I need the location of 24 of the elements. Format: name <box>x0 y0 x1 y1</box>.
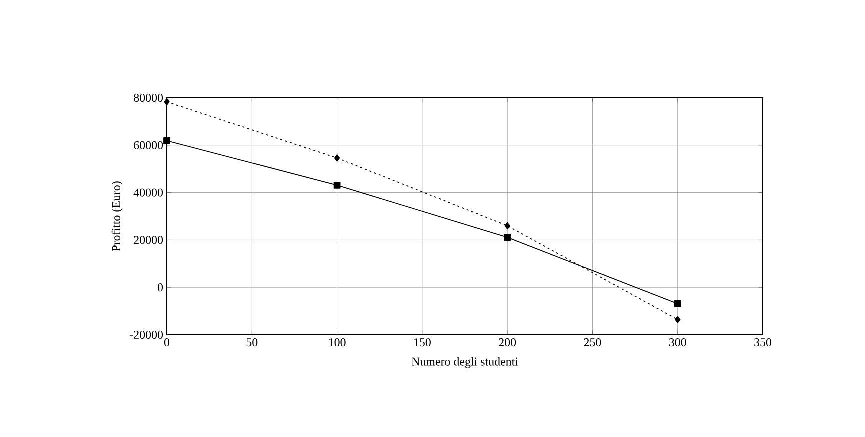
y-tick-label: 80000 <box>134 94 164 102</box>
point <box>675 316 681 324</box>
y-tick-label: 20000 <box>134 236 164 244</box>
x-tick-label: 100 <box>329 338 346 347</box>
point <box>164 98 170 106</box>
y-tick-label: -20000 <box>130 330 164 340</box>
x-tick-label: 250 <box>584 338 602 347</box>
point <box>334 154 340 162</box>
x-tick-label: 150 <box>414 338 431 347</box>
y-tick-label: 0 <box>158 284 164 292</box>
point <box>674 300 682 308</box>
x-tick-label: 50 <box>246 338 258 347</box>
y-axis-title: Profitto (Euro) <box>112 182 123 252</box>
x-tick-label: 350 <box>754 338 772 347</box>
y-tick-label: 60000 <box>134 141 164 150</box>
x-tick-label: 0 <box>164 338 170 347</box>
x-tick-label: 300 <box>669 338 686 347</box>
point <box>504 222 510 230</box>
y-tick-label: 40000 <box>134 188 164 197</box>
x-axis-title: Numero degli studenti <box>412 357 518 368</box>
x-tick-label: 200 <box>499 338 516 347</box>
point <box>504 234 512 242</box>
point <box>164 137 170 144</box>
point <box>334 182 341 189</box>
